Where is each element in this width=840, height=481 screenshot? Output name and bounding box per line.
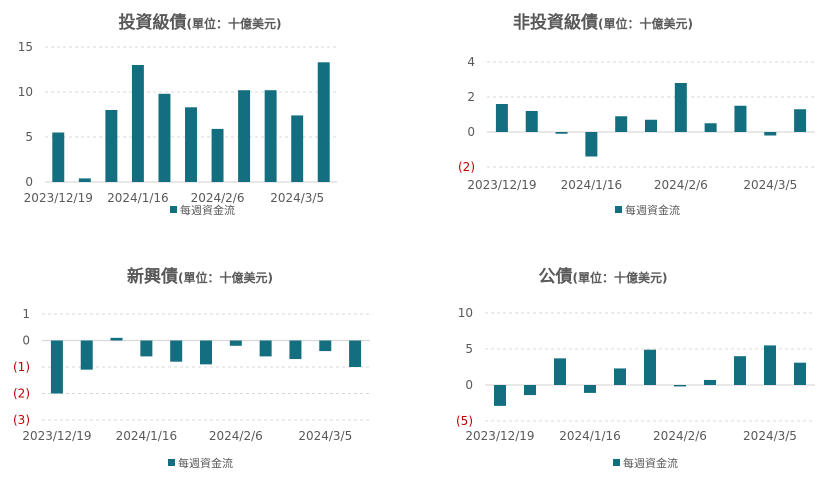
bar	[614, 368, 626, 385]
y-tick-label: (1)	[13, 360, 30, 374]
bar	[291, 115, 304, 182]
chart-title: 投資級債(單位：十億美元)	[119, 12, 282, 33]
x-tick-label: 2023/12/19	[467, 178, 536, 192]
y-tick-label: (3)	[13, 413, 30, 427]
legend-label: 每週資金流	[623, 456, 678, 470]
bar	[80, 340, 93, 370]
chart-unit: (單位：十億美元)	[178, 270, 273, 285]
chart-title: 新興債(單位：十億美元)	[127, 266, 273, 287]
bar	[264, 90, 277, 182]
bar	[794, 362, 806, 385]
bar	[50, 340, 63, 394]
bar	[158, 93, 171, 182]
bar	[734, 356, 746, 385]
x-tick-label: 2024/3/5	[298, 429, 352, 443]
y-tick-label: 0	[22, 334, 30, 348]
bar	[585, 132, 598, 157]
legend-swatch	[613, 459, 620, 466]
y-tick-label: 1	[22, 307, 30, 321]
bar	[794, 109, 807, 132]
bar	[674, 385, 686, 387]
x-tick-label: 2024/3/5	[743, 429, 797, 443]
y-tick-label: 10	[18, 85, 33, 99]
bar	[734, 105, 747, 132]
chart-title: 非投資級債(單位：十億美元)	[513, 12, 693, 33]
bar	[525, 111, 538, 132]
bar	[170, 340, 183, 362]
x-tick-label: 2023/12/19	[24, 191, 93, 205]
chart-panel-1: 投資級債(單位：十億美元) 0 5 10 15 2023/12/19 2024/1/16 20…	[18, 12, 337, 217]
bar	[704, 123, 717, 132]
bar	[185, 107, 197, 182]
chart-title: 公債(單位：十億美元)	[539, 266, 668, 287]
y-tick-label: 5	[25, 130, 33, 144]
x-tick-label: 2024/1/16	[116, 429, 178, 443]
bar	[644, 349, 656, 385]
bar	[78, 178, 91, 182]
x-tick-label: 2024/3/5	[270, 191, 324, 205]
bar	[229, 340, 242, 346]
bar	[110, 337, 123, 341]
bar	[52, 132, 65, 182]
y-tick-label: 5	[465, 342, 473, 356]
bar	[319, 340, 332, 352]
y-tick-label: 0	[25, 175, 33, 189]
y-tick-label: 15	[18, 40, 33, 54]
bar	[554, 358, 566, 385]
chart-unit: (單位：十億美元)	[598, 16, 693, 31]
x-tick-label: 2023/12/19	[22, 429, 91, 443]
y-tick-label: 2	[467, 90, 475, 104]
chart-unit: (單位：十億美元)	[573, 270, 668, 285]
y-tick-label: (5)	[456, 414, 473, 428]
chart-panel-4: 公債(單位：十億美元) (5) 0 5 10 2023/12/19 2024/1/16 202…	[456, 266, 815, 470]
legend-swatch	[168, 459, 175, 466]
bar	[584, 385, 596, 393]
x-tick-label: 2024/2/6	[191, 191, 245, 205]
y-tick-label: 4	[467, 55, 475, 69]
bar	[704, 379, 716, 385]
y-tick-label: 0	[467, 125, 475, 139]
bar	[140, 340, 153, 357]
bar	[238, 90, 251, 182]
y-tick-label: (2)	[13, 387, 30, 401]
y-tick-label: 0	[465, 378, 473, 392]
bar	[524, 385, 536, 396]
x-tick-label: 2024/2/6	[209, 429, 263, 443]
bar	[764, 132, 777, 136]
bar	[349, 340, 362, 367]
bar	[494, 385, 506, 406]
bar	[289, 340, 302, 360]
bar	[615, 116, 628, 132]
legend-label: 每週資金流	[625, 203, 680, 217]
legend-swatch	[615, 206, 622, 213]
x-tick-label: 2024/3/5	[743, 178, 797, 192]
x-tick-label: 2023/12/19	[465, 429, 534, 443]
x-tick-label: 2024/2/6	[654, 178, 708, 192]
x-tick-label: 2024/1/16	[107, 191, 169, 205]
x-tick-label: 2024/2/6	[653, 429, 707, 443]
y-tick-label: 10	[458, 306, 473, 320]
bar	[764, 345, 776, 385]
bar	[131, 65, 144, 182]
bar	[674, 83, 687, 132]
x-tick-label: 2024/1/16	[561, 178, 623, 192]
bar	[259, 340, 272, 357]
chart-panel-2: 非投資級債(單位：十億美元) (2) 0 2 4 2023/12/19 2024/1/16 2…	[458, 12, 815, 217]
bar	[317, 62, 330, 182]
chart-unit: (單位：十億美元)	[187, 16, 282, 31]
legend-swatch	[170, 206, 177, 213]
bar	[645, 119, 657, 132]
bar	[105, 110, 118, 182]
legend-label: 每週資金流	[180, 203, 235, 217]
y-tick-label: (2)	[458, 160, 475, 174]
x-tick-label: 2024/1/16	[559, 429, 621, 443]
bar	[495, 104, 508, 132]
bar	[200, 340, 212, 365]
bar	[211, 128, 224, 182]
legend-label: 每週資金流	[178, 456, 233, 470]
chart-panel-3: 新興債(單位：十億美元) (3) (2) (1) 0 1 2023/12/19 2024/1/…	[13, 266, 370, 470]
bar	[555, 132, 568, 134]
